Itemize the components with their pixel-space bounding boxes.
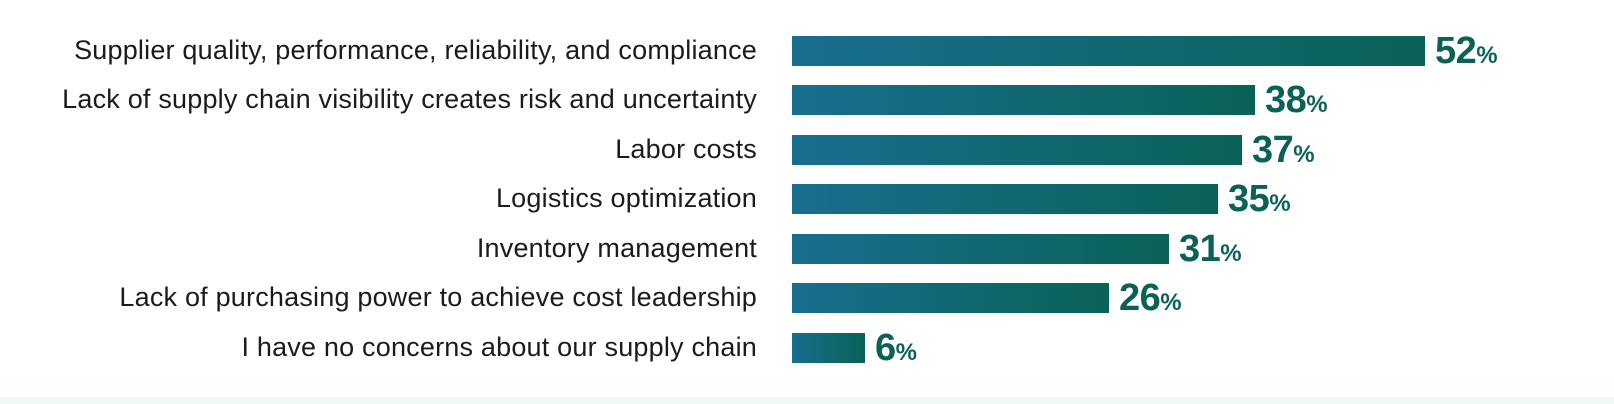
percent-sign: % <box>1269 190 1291 218</box>
value-label: 26% <box>1119 277 1182 320</box>
bar <box>792 35 1425 66</box>
percent-sign: % <box>895 338 917 366</box>
value-label: 35% <box>1228 178 1291 221</box>
bar-track: 37% <box>792 128 1315 171</box>
value-number: 26 <box>1119 277 1161 320</box>
value-number: 52 <box>1435 29 1477 72</box>
bar <box>792 233 1169 264</box>
category-label: I have no concerns about our supply chai… <box>241 331 757 362</box>
bar-row: Lack of purchasing power to achieve cost… <box>0 274 1614 324</box>
category-label: Labor costs <box>615 133 757 164</box>
category-label: Inventory management <box>476 232 757 263</box>
bar-track: 6% <box>792 326 917 369</box>
category-label: Supplier quality, performance, reliabili… <box>74 34 757 65</box>
bar-rows-container: Supplier quality, performance, reliabili… <box>0 26 1614 373</box>
value-label: 31% <box>1179 227 1242 270</box>
value-label: 37% <box>1252 128 1315 171</box>
bar <box>792 184 1218 215</box>
percent-sign: % <box>1476 41 1498 69</box>
bar-row: Logistics optimization 35% <box>0 175 1614 225</box>
percent-sign: % <box>1220 239 1242 267</box>
bar-track: 26% <box>792 277 1182 320</box>
value-label: 52% <box>1435 29 1498 72</box>
bar-row: Labor costs 37% <box>0 125 1614 175</box>
percent-sign: % <box>1293 140 1315 168</box>
bar-track: 52% <box>792 29 1498 72</box>
bar <box>792 85 1255 116</box>
value-label: 38% <box>1265 79 1328 122</box>
value-label: 6% <box>875 326 917 369</box>
value-number: 35 <box>1228 178 1270 221</box>
value-number: 38 <box>1265 79 1307 122</box>
bar <box>792 134 1242 165</box>
category-label: Lack of supply chain visibility creates … <box>62 84 757 115</box>
category-label: Lack of purchasing power to achieve cost… <box>119 282 757 313</box>
bar-row: Lack of supply chain visibility creates … <box>0 76 1614 126</box>
value-number: 6 <box>875 326 896 369</box>
bar <box>792 283 1109 314</box>
value-number: 37 <box>1252 128 1294 171</box>
bar-row: I have no concerns about our supply chai… <box>0 323 1614 373</box>
bar-track: 35% <box>792 178 1291 221</box>
percent-sign: % <box>1306 91 1328 119</box>
bar-row: Supplier quality, performance, reliabili… <box>0 26 1614 76</box>
percent-sign: % <box>1160 289 1182 317</box>
bar-row: Inventory management 31% <box>0 224 1614 274</box>
bar-track: 31% <box>792 227 1242 270</box>
value-number: 31 <box>1179 227 1221 270</box>
bottom-accent-band <box>0 397 1614 404</box>
category-label: Logistics optimization <box>495 183 757 214</box>
bar-track: 38% <box>792 79 1328 122</box>
bar <box>792 332 865 363</box>
